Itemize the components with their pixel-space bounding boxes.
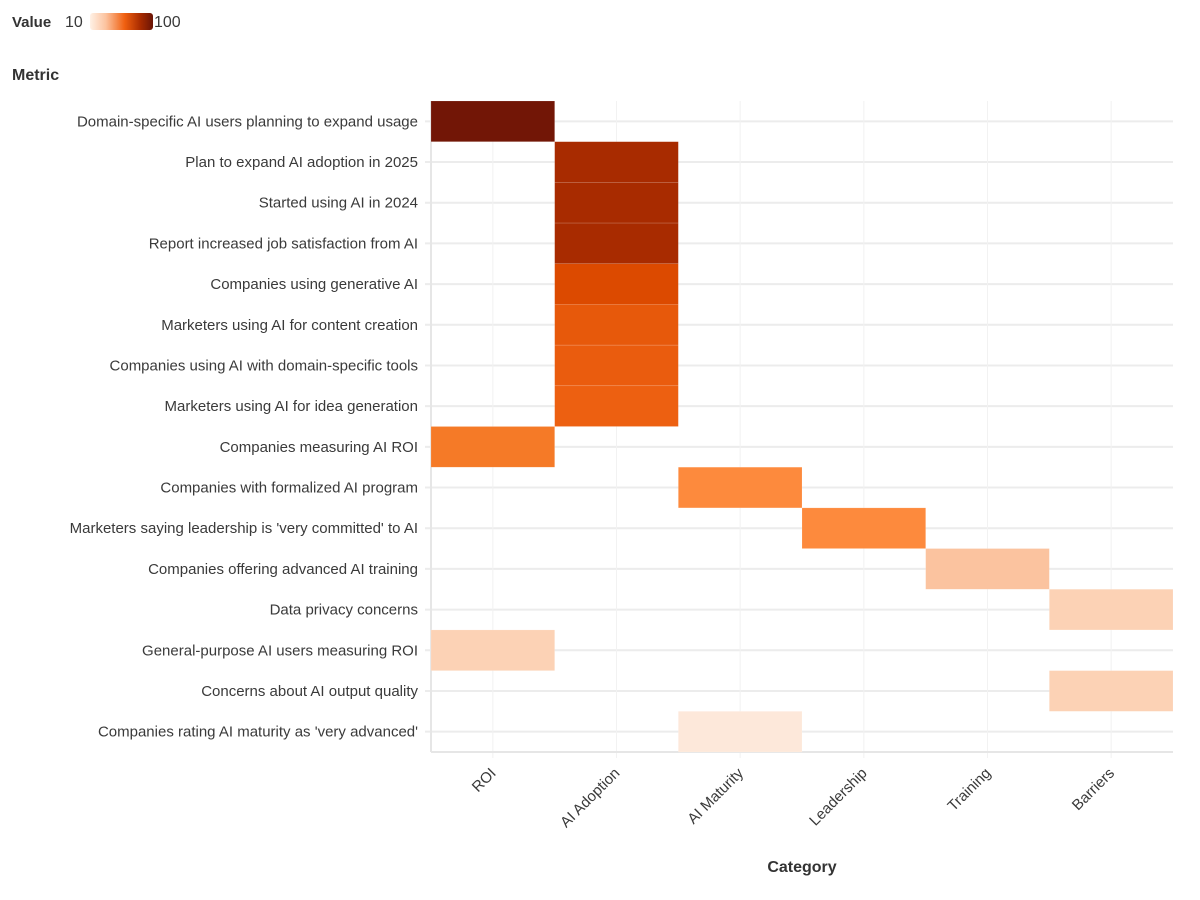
heatmap-cell: Domain-specific AI users planning to exp… bbox=[430, 100, 555, 142]
y-tick-label: Companies offering advanced AI training bbox=[148, 561, 418, 578]
heatmap-cell: Marketers using AI for content creation:… bbox=[554, 304, 679, 346]
y-tick-label: Plan to expand AI adoption in 2025 bbox=[185, 154, 418, 171]
heatmap-cell: Started using AI in 2024: 86 bbox=[554, 182, 679, 224]
heatmap-cell: Companies offering advanced AI training:… bbox=[925, 548, 1050, 590]
legend-max: 100 bbox=[154, 14, 181, 31]
x-tick-labels: ROI AI Adoption AI Maturity Leadership Train… bbox=[469, 764, 1118, 831]
legend-gradient bbox=[90, 13, 153, 30]
y-tick-label: Concerns about AI output quality bbox=[201, 683, 418, 700]
y-tick-label: Companies using generative AI bbox=[210, 276, 418, 293]
heatmap-cell: Companies with formalized AI program: 60 bbox=[678, 466, 803, 509]
legend-title: Value bbox=[12, 14, 51, 31]
heatmap-cell: Companies rating AI maturity as 'very ad… bbox=[678, 711, 803, 753]
y-tick-labels: Domain-specific AI users planning to exp… bbox=[70, 113, 419, 740]
heatmap-cell: Plan to expand AI adoption in 2025: 86 bbox=[554, 141, 679, 183]
heatmap-cell: Concerns about AI output quality: 25 bbox=[1049, 670, 1174, 712]
x-axis-title: Category bbox=[767, 859, 836, 876]
y-axis-title: Metric bbox=[12, 67, 59, 84]
heatmap-cell: Companies using generative AI: 75 bbox=[554, 263, 679, 305]
y-tick-label: Marketers using AI for content creation bbox=[161, 317, 418, 334]
y-tick-label: Marketers using AI for idea generation bbox=[165, 398, 418, 415]
x-tick-label: Barriers bbox=[1069, 765, 1118, 814]
cells: Domain-specific AI users planning to exp… bbox=[430, 100, 1174, 753]
y-tick-label: Domain-specific AI users planning to exp… bbox=[77, 113, 418, 130]
x-tick-label: AI Adoption bbox=[557, 765, 623, 831]
y-tick-label: Marketers saying leadership is 'very com… bbox=[70, 520, 418, 537]
x-tick-label: Leadership bbox=[806, 765, 871, 830]
y-tick-label: Report increased job satisfaction from A… bbox=[149, 235, 418, 252]
x-tick-label: AI Maturity bbox=[684, 764, 747, 827]
y-tick-label: Companies using AI with domain-specific … bbox=[110, 357, 418, 374]
y-tick-label: Companies measuring AI ROI bbox=[220, 439, 418, 456]
x-tick-label: ROI bbox=[469, 765, 500, 796]
heatmap-cell: Report increased job satisfaction from A… bbox=[554, 222, 679, 264]
y-tick-label: Started using AI in 2024 bbox=[259, 195, 418, 212]
heatmap-cell: Companies using AI with domain-specific … bbox=[554, 344, 679, 387]
legend: Value 10 100 bbox=[12, 13, 181, 31]
heatmap-cell: Companies measuring AI ROI: 63 bbox=[430, 426, 555, 468]
y-tick-label: Companies rating AI maturity as 'very ad… bbox=[98, 724, 418, 741]
heatmap-cell: General-purpose AI users measuring ROI: … bbox=[430, 629, 555, 671]
y-tick-label: Data privacy concerns bbox=[270, 602, 418, 619]
heatmap-cell: Marketers saying leadership is 'very com… bbox=[801, 507, 926, 549]
legend-min: 10 bbox=[65, 14, 83, 31]
heatmap-cell: Data privacy concerns: 25 bbox=[1049, 589, 1174, 631]
y-tick-label: Companies with formalized AI program bbox=[160, 480, 418, 497]
heatmap-cell: Marketers using AI for idea generation: … bbox=[554, 385, 679, 427]
x-tick-label: Training bbox=[944, 765, 994, 815]
y-tick-label: General-purpose AI users measuring ROI bbox=[142, 642, 418, 659]
